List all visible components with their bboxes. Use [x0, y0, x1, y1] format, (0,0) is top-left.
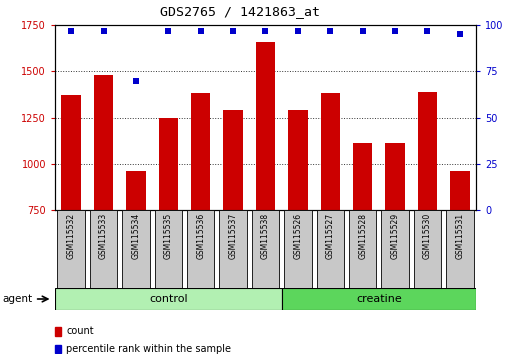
Bar	[89, 210, 117, 288]
Bar	[381, 210, 408, 288]
Bar	[385, 143, 404, 210]
Bar	[316, 210, 343, 288]
Bar	[154, 210, 182, 288]
Bar	[126, 171, 145, 210]
Text: agent: agent	[3, 294, 33, 304]
Bar	[348, 210, 376, 288]
Text: GSM115526: GSM115526	[293, 213, 302, 259]
Bar	[187, 210, 214, 288]
Text: GSM115532: GSM115532	[67, 213, 76, 259]
Point	[99, 28, 108, 33]
Text: percentile rank within the sample: percentile rank within the sample	[66, 344, 231, 354]
Bar	[320, 93, 339, 210]
Point	[67, 28, 75, 33]
Point	[261, 28, 269, 33]
Bar	[288, 110, 307, 210]
Bar	[251, 210, 279, 288]
Point	[132, 78, 140, 83]
Point	[390, 28, 398, 33]
Point	[164, 28, 172, 33]
Point	[229, 28, 237, 33]
Bar	[281, 288, 475, 310]
Bar	[284, 210, 311, 288]
Bar	[122, 210, 149, 288]
Bar	[191, 93, 210, 210]
Bar	[219, 210, 246, 288]
Bar	[57, 210, 85, 288]
Text: GSM115531: GSM115531	[454, 213, 464, 259]
Point	[358, 28, 366, 33]
Text: count: count	[66, 326, 94, 336]
Text: GSM115534: GSM115534	[131, 213, 140, 259]
Text: GSM115530: GSM115530	[422, 213, 431, 259]
Point	[326, 28, 334, 33]
Text: GSM115528: GSM115528	[358, 213, 367, 259]
Text: GSM115527: GSM115527	[325, 213, 334, 259]
Text: GSM115535: GSM115535	[164, 213, 173, 259]
Text: GSM115529: GSM115529	[390, 213, 399, 259]
Text: GSM115538: GSM115538	[261, 213, 270, 259]
Bar	[445, 210, 473, 288]
Bar	[158, 118, 178, 210]
Point	[455, 32, 463, 37]
Bar	[417, 92, 436, 210]
Bar	[93, 75, 113, 210]
Point	[293, 28, 301, 33]
Bar	[61, 95, 81, 210]
Text: control: control	[149, 294, 187, 304]
Bar	[223, 110, 242, 210]
Text: creatine: creatine	[356, 294, 401, 304]
Bar	[256, 42, 275, 210]
Text: GSM115533: GSM115533	[99, 213, 108, 259]
Bar	[449, 171, 469, 210]
Bar	[352, 143, 372, 210]
Point	[423, 28, 431, 33]
Point	[196, 28, 205, 33]
Bar	[413, 210, 440, 288]
Text: GDS2765 / 1421863_at: GDS2765 / 1421863_at	[160, 5, 320, 18]
Bar	[55, 288, 281, 310]
Text: GSM115536: GSM115536	[196, 213, 205, 259]
Text: GSM115537: GSM115537	[228, 213, 237, 259]
